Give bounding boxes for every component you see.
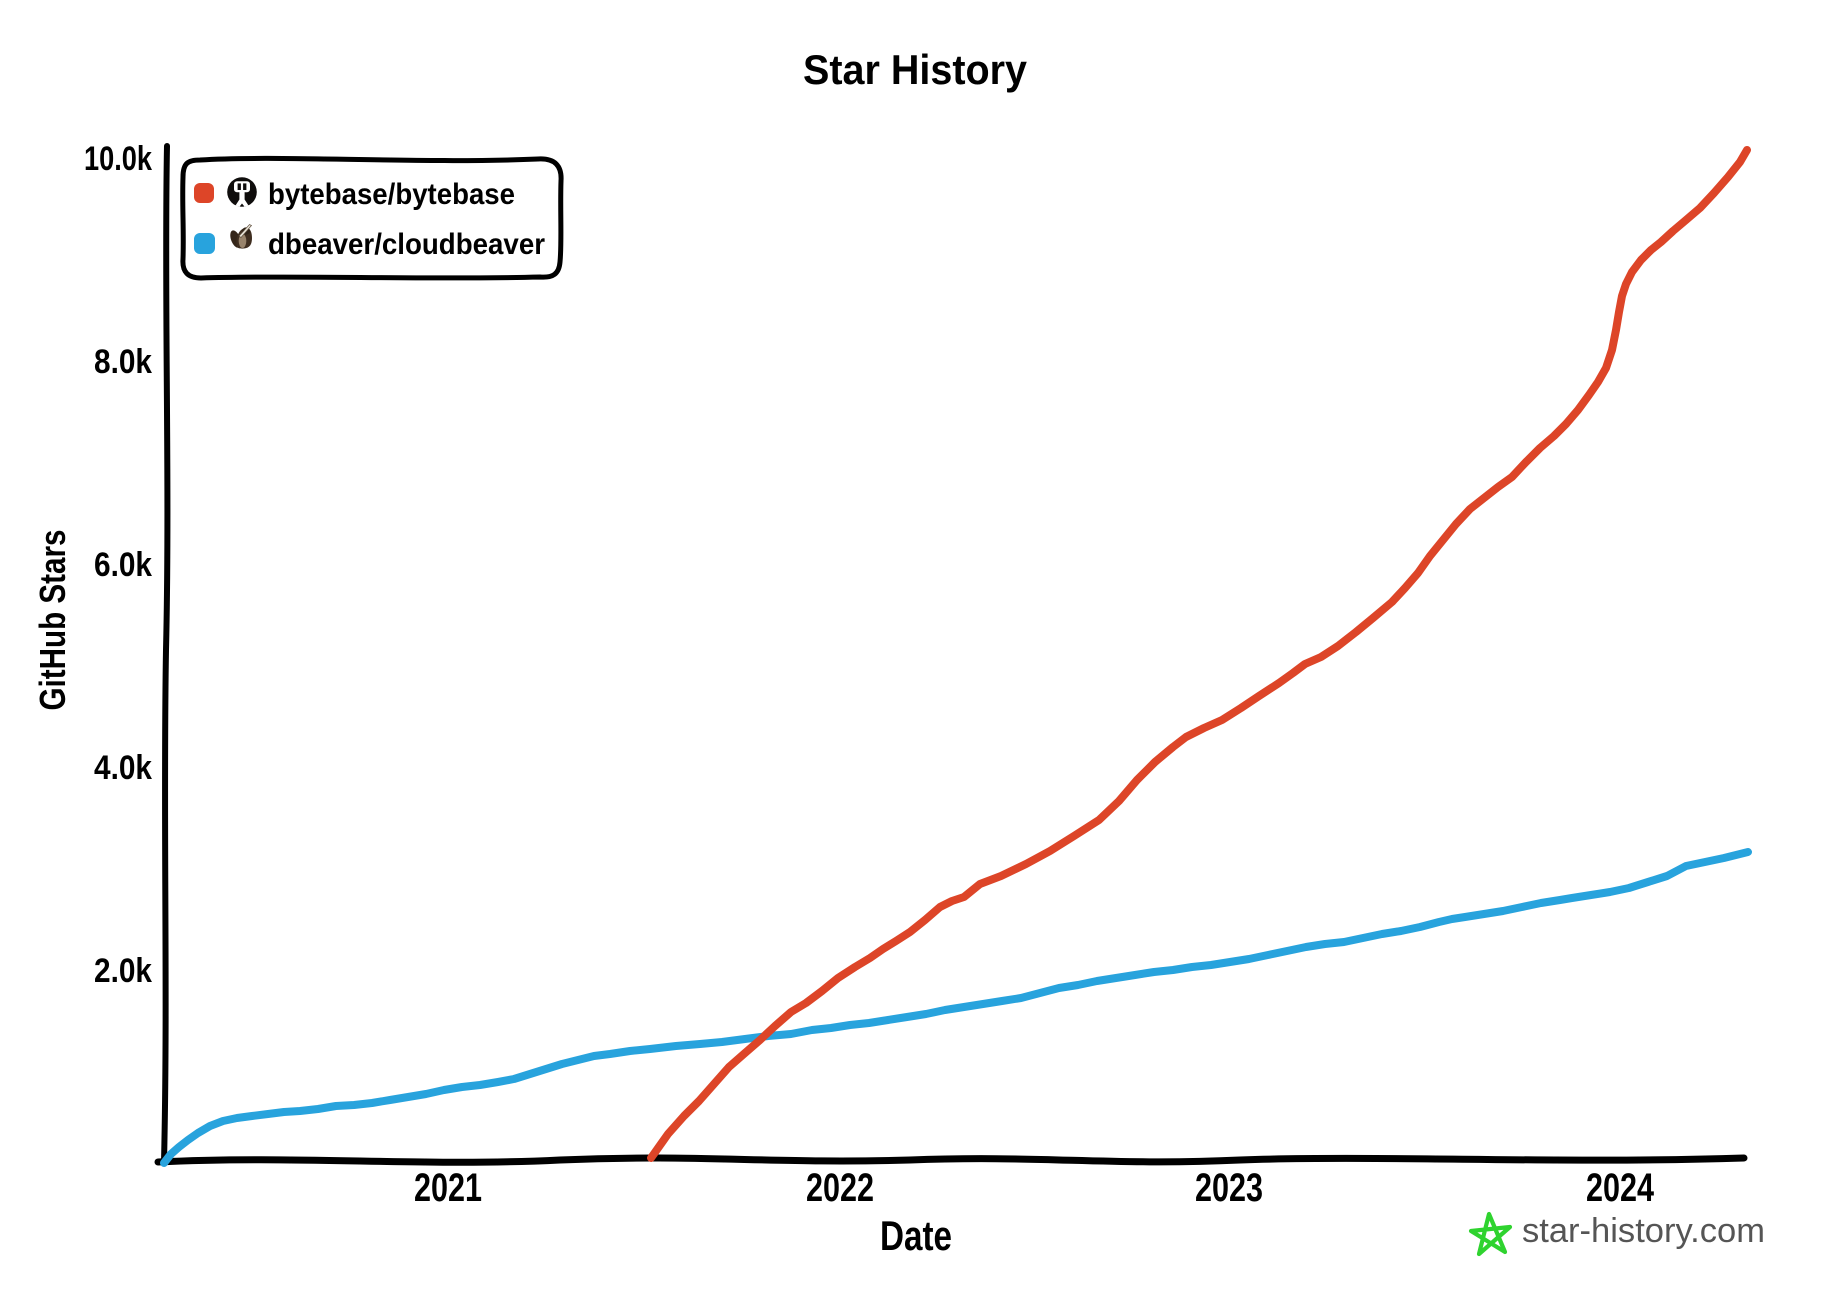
svg-text:bytebase/bytebase: bytebase/bytebase (268, 178, 515, 211)
svg-text:10.0k: 10.0k (84, 140, 152, 178)
svg-text:GitHub Stars: GitHub Stars (32, 530, 73, 711)
svg-text:dbeaver/cloudbeaver: dbeaver/cloudbeaver (268, 228, 545, 261)
svg-text:Date: Date (880, 1212, 952, 1259)
svg-text:2022: 2022 (806, 1166, 874, 1210)
svg-text:6.0k: 6.0k (94, 546, 152, 584)
svg-text:2.0k: 2.0k (94, 952, 152, 990)
svg-text:8.0k: 8.0k (94, 343, 152, 381)
svg-text:star-history.com: star-history.com (1522, 1212, 1765, 1250)
svg-text:Star History: Star History (803, 46, 1028, 93)
svg-text:2023: 2023 (1195, 1166, 1263, 1210)
svg-text:2021: 2021 (414, 1166, 482, 1210)
svg-text:4.0k: 4.0k (94, 749, 152, 787)
svg-text:2024: 2024 (1586, 1166, 1655, 1210)
